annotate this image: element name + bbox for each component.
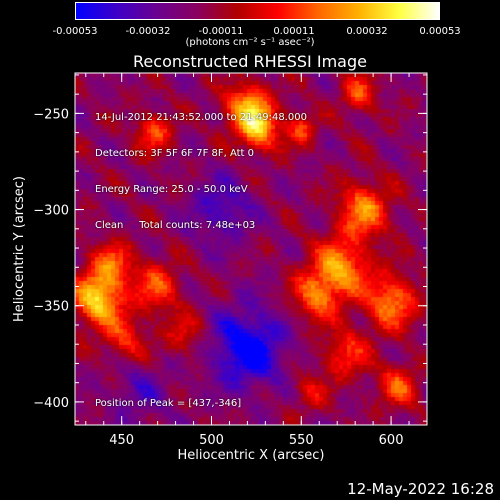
heatmap-image (75, 73, 427, 425)
colorbar-tick-label: 0.00032 (346, 26, 387, 36)
y-tick-label: −250 (33, 107, 69, 122)
y-tick-label: −400 (33, 396, 69, 411)
x-tick-label: 500 (199, 433, 224, 448)
colorbar-tick-label: -0.00053 (53, 26, 98, 36)
x-tick-label: 600 (379, 433, 404, 448)
y-axis-label: Heliocentric Y (arcsec) (12, 176, 27, 322)
x-axis-label: Heliocentric X (arcsec) (178, 448, 325, 463)
colorbar (75, 2, 440, 20)
colorbar-units-label: (photons cm⁻² s⁻¹ asec⁻²) (185, 37, 315, 48)
info-detectors: Detectors: 3F 5F 6F 7F 8F, Att 0 (95, 148, 255, 159)
peak-position-label: Position of Peak = [437,-346] (95, 398, 242, 409)
chart-title: Reconstructed RHESSI Image (133, 52, 367, 71)
colorbar-tick-label: 0.00011 (273, 26, 314, 36)
x-tick-label: 450 (109, 433, 134, 448)
info-energy-range: Energy Range: 25.0 - 50.0 keV (95, 184, 248, 195)
y-tick-label: −300 (33, 204, 69, 219)
y-tick-label: −350 (33, 300, 69, 315)
colorbar-tick-label: -0.00011 (199, 26, 244, 36)
footer-timestamp: 12-May-2022 16:28 (347, 480, 494, 498)
plot-frame (74, 72, 428, 426)
info-method-counts: Clean Total counts: 7.48e+03 (95, 220, 256, 231)
info-time-range: 14-Jul-2012 21:43:52.000 to 21:49:48.000 (95, 112, 307, 123)
colorbar-tick-label: -0.00032 (126, 26, 171, 36)
colorbar-axis: -0.00053 -0.00032 -0.00011 0.00011 0.00032 0.… (53, 26, 461, 36)
x-tick-label: 550 (289, 433, 314, 448)
observation-info: 14-Jul-2012 21:43:52.000 to 21:49:48.000… (95, 88, 307, 244)
colorbar-tick-label: 0.00053 (419, 26, 460, 36)
